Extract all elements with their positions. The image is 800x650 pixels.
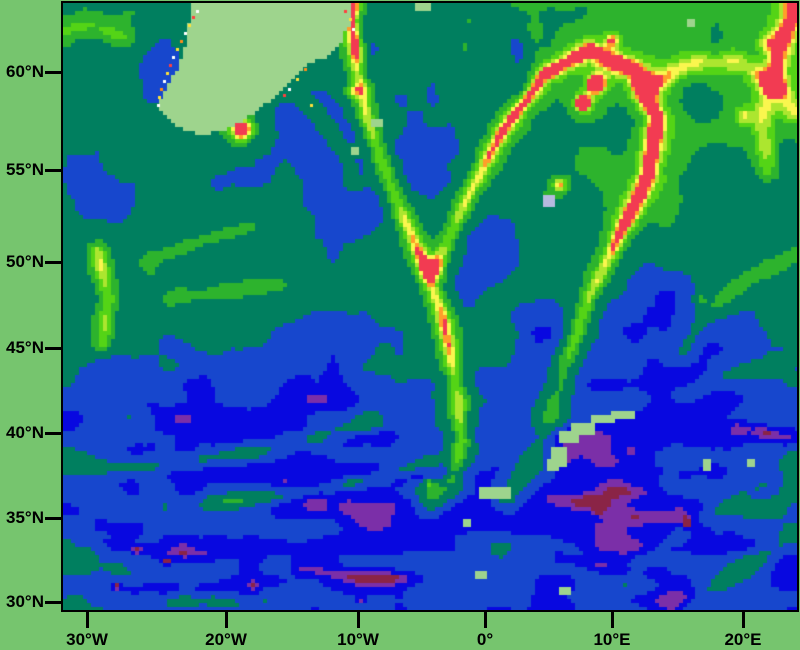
lon-tick (742, 612, 745, 628)
lon-tick (225, 612, 228, 628)
lat-tick (45, 169, 61, 172)
lon-tick-label: 10°W (337, 630, 379, 649)
lat-tick-label: 30°N (6, 592, 44, 611)
lon-tick (357, 612, 360, 628)
lon-tick-label: 0° (476, 630, 494, 649)
lat-tick (45, 601, 61, 604)
lat-tick (45, 261, 61, 264)
map-frame (61, 1, 799, 612)
lon-tick (484, 612, 487, 628)
contour-map-canvas (63, 3, 797, 610)
lon-tick-label: 20°W (205, 630, 247, 649)
lat-tick (45, 517, 61, 520)
lat-tick-label: 50°N (6, 252, 44, 271)
lat-tick-label: 35°N (6, 508, 44, 527)
lat-tick-label: 45°N (6, 338, 44, 357)
lat-tick-label: 40°N (6, 423, 44, 442)
lat-tick (45, 347, 61, 350)
lon-tick (611, 612, 614, 628)
lat-tick-label: 55°N (6, 160, 44, 179)
lon-tick-label: 20°E (724, 630, 762, 649)
lat-tick-label: 60°N (6, 62, 44, 81)
lon-tick (86, 612, 89, 628)
lon-tick-label: 10°E (593, 630, 631, 649)
lon-tick-label: 30°W (66, 630, 108, 649)
lat-tick (45, 432, 61, 435)
lat-tick (45, 71, 61, 74)
